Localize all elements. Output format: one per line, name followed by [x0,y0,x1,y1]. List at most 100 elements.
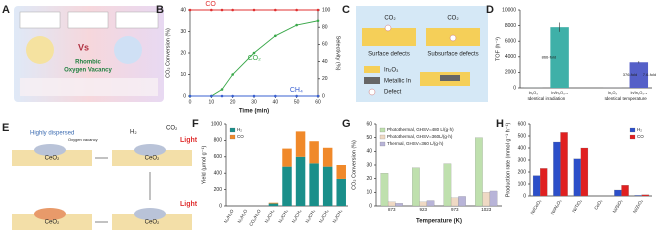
bar-segment [309,163,319,206]
bar [614,189,622,197]
metal [440,75,460,81]
legend-label: Photothermal, GHSV=360L/(g·h) [387,134,453,139]
y-tick-label: 0 [183,93,186,99]
bar-segment [322,166,333,206]
bar [458,196,466,207]
y-tick-label: 50 [366,135,372,141]
group-label: Identical temperature [604,96,647,101]
bar [387,201,396,207]
point [231,73,234,76]
x-tick-label: N₂/CH₄ [304,208,316,223]
bar-segment [282,166,292,206]
x-tick-label: 30 [251,99,257,105]
y-tick-label: 1000 [211,121,222,127]
panel-label: E [2,122,9,134]
group-label: Identical irradiation [528,96,566,101]
bar-segment [268,203,279,206]
y-tick-label: 60 [366,121,372,127]
label: CeO₂ [45,156,60,162]
point [295,8,298,12]
y-axis-label: Yield (μmol g⁻¹) [201,146,207,185]
bar-segment [336,165,346,179]
particle [34,144,66,156]
series-label: CO [205,1,216,8]
particle [34,208,66,220]
point [252,51,256,55]
legend-swatch [229,134,236,140]
y-tick-label: 0 [369,203,372,209]
y-tick-label: 20 [366,176,372,182]
y-tick-label: 10 [366,190,372,196]
y-tick-label: 10 [180,72,186,78]
panel-label: A [2,4,10,16]
defect [449,34,457,42]
legend-swatch [379,141,386,147]
point [231,8,234,12]
point [188,94,192,98]
x-tick-label: Ni/TiO₂ [571,198,583,213]
x-tick-label: 50 [294,99,300,105]
x-tick-label: Ni/CeO₂ [529,198,542,215]
y-tick-label: 0 [322,93,325,99]
point [220,88,224,91]
point [316,8,320,12]
bar-segment [309,141,319,164]
x-tick-label: CeO₂ [593,198,603,210]
slab [12,214,92,230]
x-tick-label: N₂/CH₄ [291,208,303,223]
defect [384,24,392,32]
label: CeO₂ [145,220,160,226]
slab [112,214,192,230]
y-tick-label: 500 [518,133,527,139]
label: CeO₂ [45,220,60,226]
y-tick-label: 100 [518,181,527,187]
scheme-row [20,78,158,96]
slab [12,150,92,166]
x-tick-label: 873 [388,207,396,212]
y-tick-label: 600 [518,121,527,127]
bar [395,203,403,207]
y-tick-label: 30 [180,29,186,35]
series-label: CH₄ [290,87,303,94]
y-tick-label: 40 [180,7,186,13]
label: Subsurface defects [427,52,478,58]
x-tick-label: N₂/CH₄ [318,208,330,223]
bar-segment [282,148,292,167]
x-tick-label: In/In₂O₃₋ₓ [630,91,647,95]
y-tick-label: 6000 [505,39,516,45]
x-tick-label: N₂/H₂O [223,208,235,224]
y-axis-label: Production rate (mmol g⁻¹ h⁻¹) [505,123,511,198]
panel-a: A Vs Rhombic Oxygen Vacancy [2,4,164,102]
bar [540,168,548,197]
panel-label: C [342,4,350,16]
panel-label: H [496,118,504,130]
bar [560,132,568,197]
bar [380,173,389,207]
bar [553,141,561,197]
legend-swatch [368,88,376,96]
box [115,11,159,29]
slab [362,28,416,46]
x-tick-label: In/In₂O₃₋ₓ [551,91,568,95]
panel-e: E CeO₂ CeO₂ CeO₂ CeO₂ Highly dispersed O… [2,122,198,230]
slab [112,150,192,166]
y-tick-label: 40 [322,59,328,65]
point [220,8,224,12]
y-tick-label: 200 [214,187,223,193]
bar [426,200,435,207]
y-tick-label: 80 [322,25,328,31]
x-tick-label: Ni/SiO₂ [612,198,624,213]
legend-swatch [629,134,636,140]
x-tick-label: 1023 [481,207,492,212]
particle [26,36,54,64]
point [316,19,320,23]
particle [114,36,142,64]
point [210,8,213,12]
bar [550,27,569,88]
series-line [190,20,319,97]
x-tick-label: CO₂/H₂O [248,208,262,227]
point [316,94,320,98]
bar [419,201,428,207]
y-tick-label: 30 [366,162,372,168]
